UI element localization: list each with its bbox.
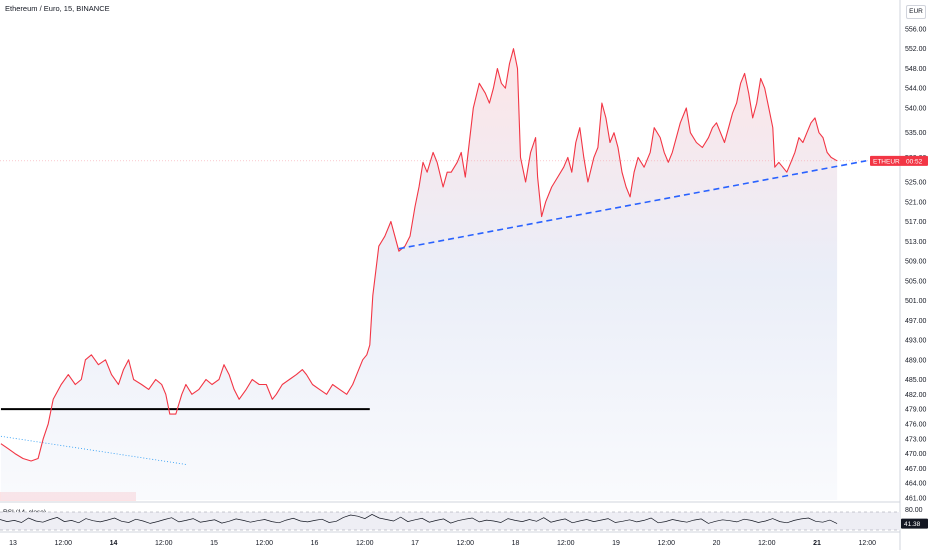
price-tick-label: 497.00 — [905, 318, 927, 325]
price-tick-label: 544.00 — [905, 86, 927, 93]
time-tick-label: 13 — [9, 540, 17, 547]
price-tick-label: 552.00 — [905, 46, 927, 53]
rsi-line — [0, 514, 838, 524]
price-tick-label: 535.00 — [905, 130, 927, 137]
price-tick-label: 464.00 — [905, 481, 927, 488]
time-tick-label: 12:00 — [255, 540, 273, 547]
price-tick-label: 505.00 — [905, 278, 927, 285]
time-tick-label: 12:00 — [758, 540, 776, 547]
price-tick-label: 556.00 — [905, 27, 927, 34]
time-tick-label: 18 — [512, 540, 520, 547]
last-price-badge: ETHEUR 00:52 — [870, 155, 928, 166]
price-tick-label: 467.00 — [905, 466, 927, 473]
last-price-countdown: 00:52 — [906, 158, 923, 165]
last-price-badge-bg — [870, 155, 928, 166]
price-tick-label: 501.00 — [905, 298, 927, 305]
price-tick-label: 509.00 — [905, 259, 927, 266]
time-tick-label: 14 — [110, 540, 118, 547]
price-tick-label: 521.00 — [905, 199, 927, 206]
time-tick-label: 12:00 — [657, 540, 675, 547]
price-tick-label: 517.00 — [905, 219, 927, 226]
time-tick-label: 12:00 — [356, 540, 374, 547]
price-tick-label: 525.00 — [905, 180, 927, 187]
dotted-trendline — [0, 435, 186, 465]
price-series-line — [0, 48, 838, 462]
time-tick-label: 12:00 — [456, 540, 474, 547]
last-price-symbol: ETHEUR — [873, 158, 900, 165]
rsi-upper-label: 80.00 — [905, 507, 923, 514]
rsi-value-badge: 41.38 — [901, 518, 928, 529]
price-tick-label: 548.00 — [905, 66, 927, 73]
time-tick-label: 12:00 — [54, 540, 72, 547]
price-tick-label: 476.00 — [905, 421, 927, 428]
time-tick-label: 17 — [411, 540, 419, 547]
price-tick-label: 473.00 — [905, 436, 927, 443]
price-tick-label: 482.00 — [905, 392, 927, 399]
time-tick-label: 12:00 — [557, 540, 575, 547]
price-tick-label: 479.00 — [905, 407, 927, 414]
rsi-band — [0, 512, 900, 530]
time-tick-label: 20 — [713, 540, 721, 547]
price-tick-label: 489.00 — [905, 357, 927, 364]
price-tick-label: 470.00 — [905, 451, 927, 458]
time-tick-label: 19 — [612, 540, 620, 547]
time-tick-label: 16 — [311, 540, 319, 547]
rsi-value-badge-bg — [901, 518, 928, 529]
chart-title: Ethereum / Euro, 15, BINANCE — [5, 4, 110, 13]
price-tick-label: 461.00 — [905, 496, 927, 503]
time-tick-label: 15 — [210, 540, 218, 547]
price-tick-label: 540.00 — [905, 105, 927, 112]
price-tick-label: 493.00 — [905, 338, 927, 345]
price-tick-label: 485.00 — [905, 377, 927, 384]
price-tick-label: 513.00 — [905, 239, 927, 246]
time-tick-label: 12:00 — [155, 540, 173, 547]
rsi-value-text: 41.38 — [904, 521, 921, 528]
price-area-fill — [0, 48, 838, 500]
currency-selector[interactable]: EUR — [906, 5, 926, 19]
time-tick-label: 21 — [813, 540, 821, 547]
time-tick-label: 12:00 — [858, 540, 876, 547]
